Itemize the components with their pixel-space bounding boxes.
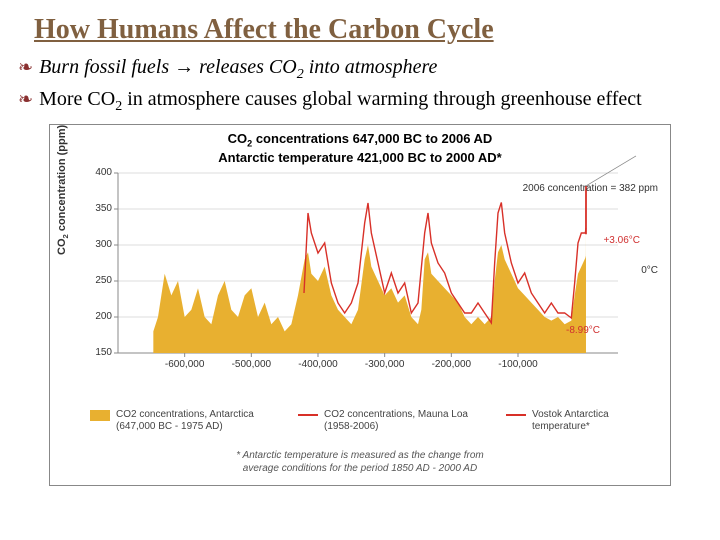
annot-2006: 2006 concentration = 382 ppm: [523, 183, 658, 194]
legend-co2-antarctica: CO2 concentrations, Antarctica (647,000 …: [90, 409, 280, 433]
y-tick-label: 400: [84, 167, 112, 178]
bullet-1: ❧ Burn fossil fuels → releases CO2 into …: [18, 54, 702, 84]
y-tick-label: 150: [84, 347, 112, 358]
line-swatch-icon: [298, 414, 318, 416]
chart-footnote: * Antarctic temperature is measured as t…: [50, 449, 670, 475]
leaf-icon: ❧: [18, 56, 33, 79]
chart-container: CO2 concentrations 647,000 BC to 2006 AD…: [49, 124, 671, 486]
plot-area: [118, 173, 618, 353]
bullet-2: ❧ More CO2 in atmosphere causes global w…: [18, 86, 702, 116]
line-swatch-icon: [506, 414, 526, 416]
x-tick-label: -400,000: [298, 359, 337, 370]
x-tick-label: -500,000: [232, 359, 271, 370]
y-tick-label: 300: [84, 239, 112, 250]
leaf-icon: ❧: [18, 88, 33, 111]
x-tick-label: -100,000: [498, 359, 537, 370]
chart-legend: CO2 concentrations, Antarctica (647,000 …: [90, 409, 650, 433]
y-axis-label: CO2 concentration (ppm): [56, 125, 70, 255]
y-tick-label: 250: [84, 275, 112, 286]
bullet-1-text: Burn fossil fuels → releases CO2 into at…: [39, 54, 437, 84]
chart-title: CO2 concentrations 647,000 BC to 2006 AD…: [50, 131, 670, 166]
annot-lo-temp: -8.99°C: [566, 325, 600, 336]
y-tick-label: 350: [84, 203, 112, 214]
x-tick-label: -600,000: [165, 359, 204, 370]
legend-co2-maunaloa: CO2 concentrations, Mauna Loa (1958-2006…: [298, 409, 488, 433]
swatch-icon: [90, 410, 110, 421]
x-tick-label: -200,000: [432, 359, 471, 370]
page-title: How Humans Affect the Carbon Cycle: [34, 14, 702, 46]
x-tick-label: -300,000: [365, 359, 404, 370]
bullet-2-text: More CO2 in atmosphere causes global war…: [39, 86, 642, 116]
annot-hi-temp: +3.06°C: [603, 235, 640, 246]
annot-zero-temp: 0°C: [641, 265, 658, 276]
legend-temp: Vostok Antarctica temperature*: [506, 409, 650, 433]
y-tick-label: 200: [84, 311, 112, 322]
